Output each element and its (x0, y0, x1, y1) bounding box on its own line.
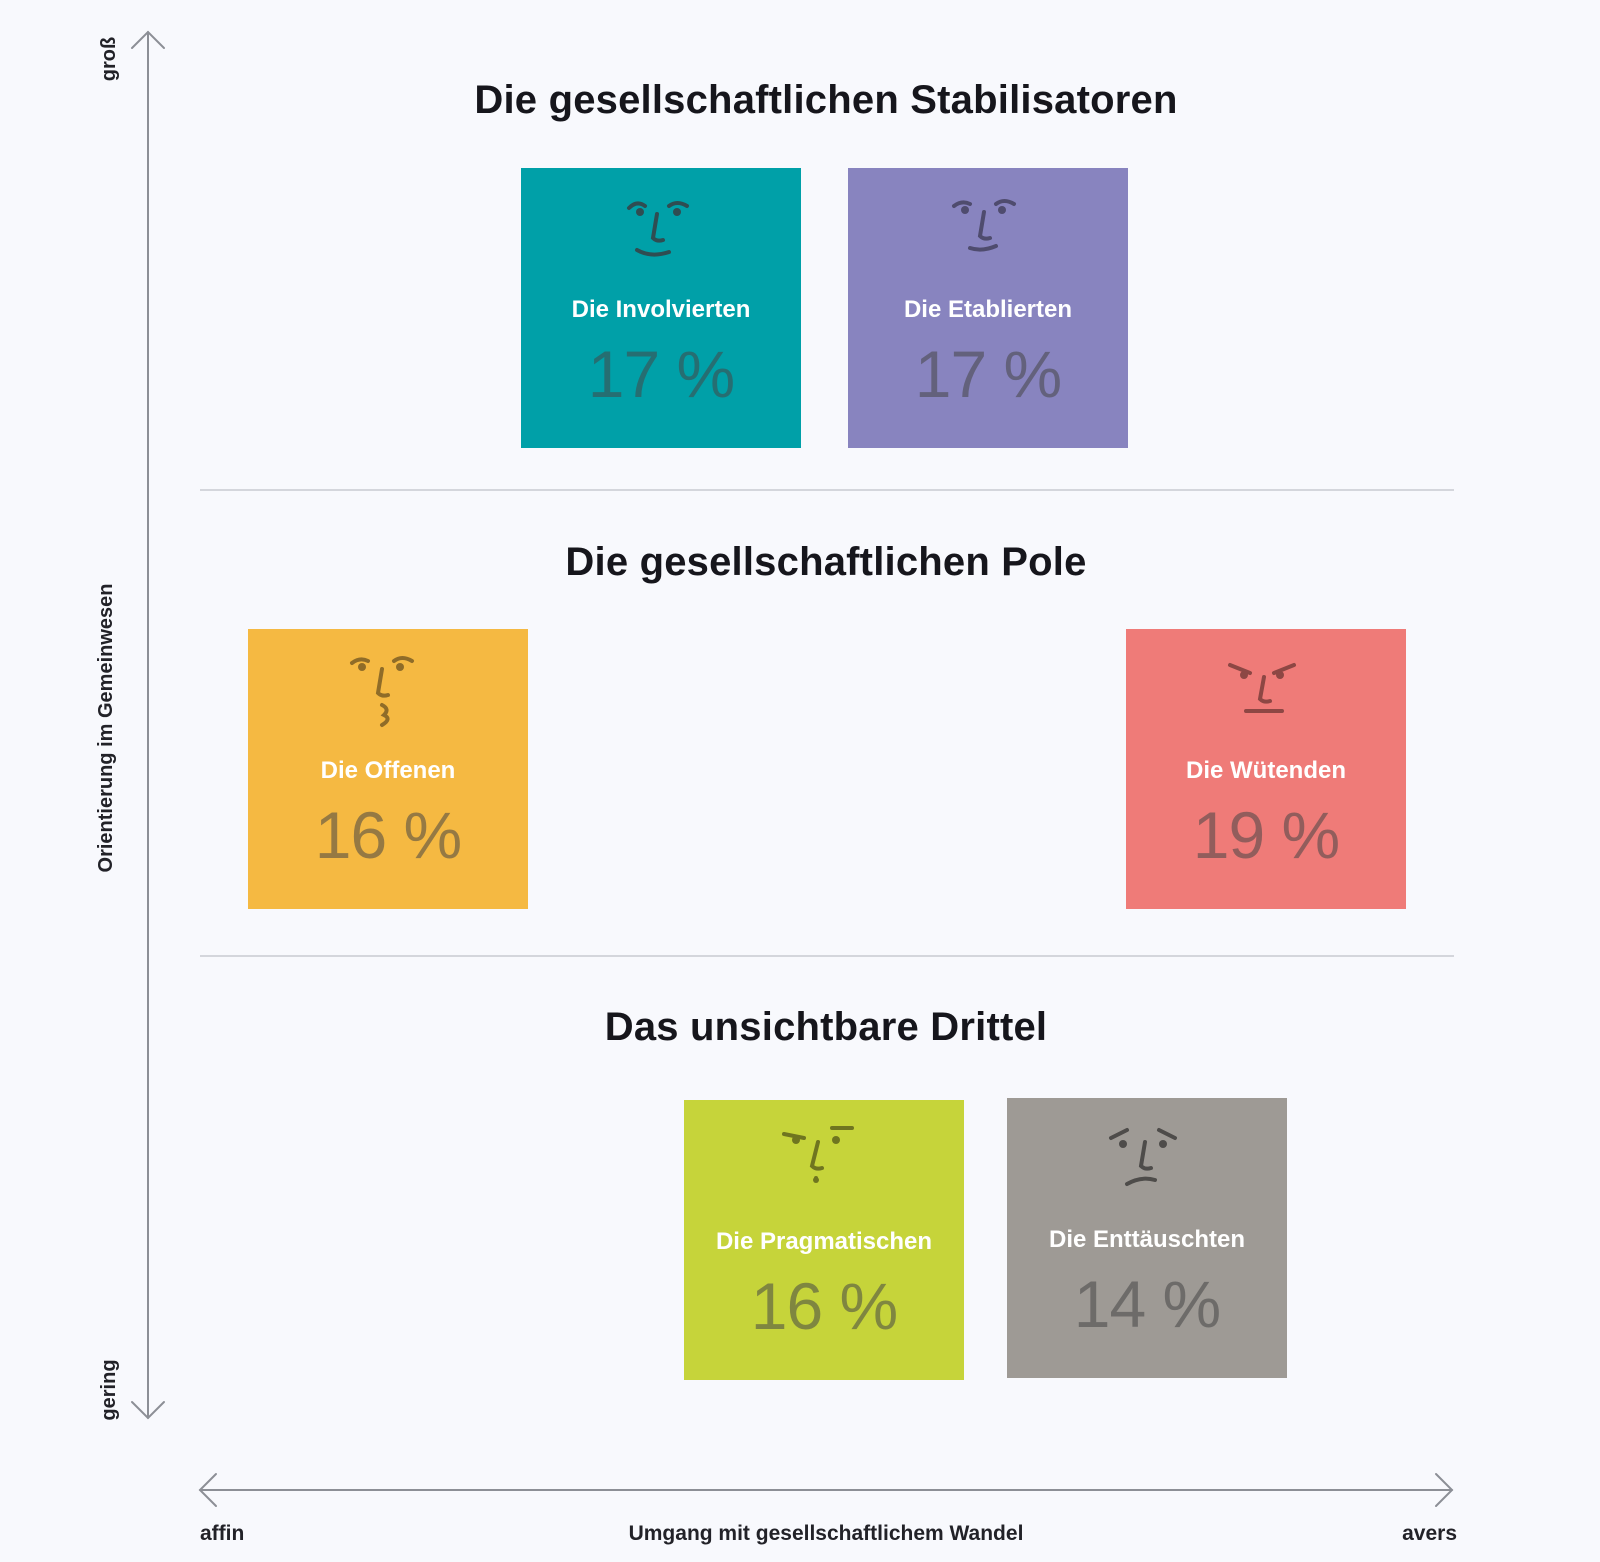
segment-percent: 19 % (1192, 798, 1340, 872)
angry-face-icon (1228, 663, 1296, 713)
skeptical-face-icon (782, 1126, 854, 1183)
y-axis-arrow-up (131, 30, 165, 49)
whistling-face-icon (350, 656, 414, 727)
segment-card-etablierten: Die Etablierten 17 % (848, 168, 1128, 448)
segment-card-wuetenden: Die Wütenden 19 % (1126, 629, 1406, 909)
segment-name: Die Wütenden (1186, 757, 1346, 784)
disappointed-face-icon (1109, 1128, 1177, 1186)
x-axis-arrow-left (198, 1473, 217, 1507)
y-axis-title: Orientierung im Gemeinwesen (95, 583, 117, 873)
segment-percent: 17 % (587, 337, 735, 411)
segment-card-enttaeuschten: Die Enttäuschten 14 % (1007, 1098, 1287, 1378)
segment-name: Die Offenen (320, 757, 456, 784)
y-axis-bottom-label: gering (98, 1359, 120, 1421)
group-title-drittel: Das unsichtbare Drittel (604, 1005, 1048, 1049)
segment-card-offenen: Die Offenen 16 % (248, 629, 528, 909)
segment-percent: 17 % (914, 337, 1062, 411)
smiling-face-icon (627, 201, 689, 257)
segment-name: Die Enttäuschten (1048, 1226, 1246, 1253)
x-axis-title: Umgang mit gesellschaftlichem Wandel (628, 1522, 1024, 1545)
x-axis-arrow-right (1435, 1473, 1454, 1507)
group-divider (200, 955, 1454, 957)
segment-name: Die Pragmatischen (715, 1228, 933, 1255)
group-title-pole: Die gesellschaftlichen Pole (565, 540, 1087, 584)
segment-name: Die Involvierten (571, 296, 751, 323)
segment-name: Die Etablierten (903, 296, 1073, 323)
segment-percent: 16 % (314, 798, 462, 872)
segment-card-involvierten: Die Involvierten 17 % (521, 168, 801, 448)
y-axis-arrow-down (131, 1401, 165, 1420)
segment-card-pragmatischen: Die Pragmatischen 16 % (684, 1100, 964, 1380)
segment-percent: 14 % (1073, 1267, 1221, 1341)
segment-percent: 16 % (750, 1269, 898, 1343)
x-axis-right-label: avers (1402, 1522, 1457, 1545)
group-title-stabilisatoren: Die gesellschaftlichen Stabilisatoren (474, 78, 1178, 122)
x-axis-left-label: affin (200, 1522, 245, 1545)
content-face-icon (952, 199, 1016, 252)
group-divider (200, 489, 1454, 491)
